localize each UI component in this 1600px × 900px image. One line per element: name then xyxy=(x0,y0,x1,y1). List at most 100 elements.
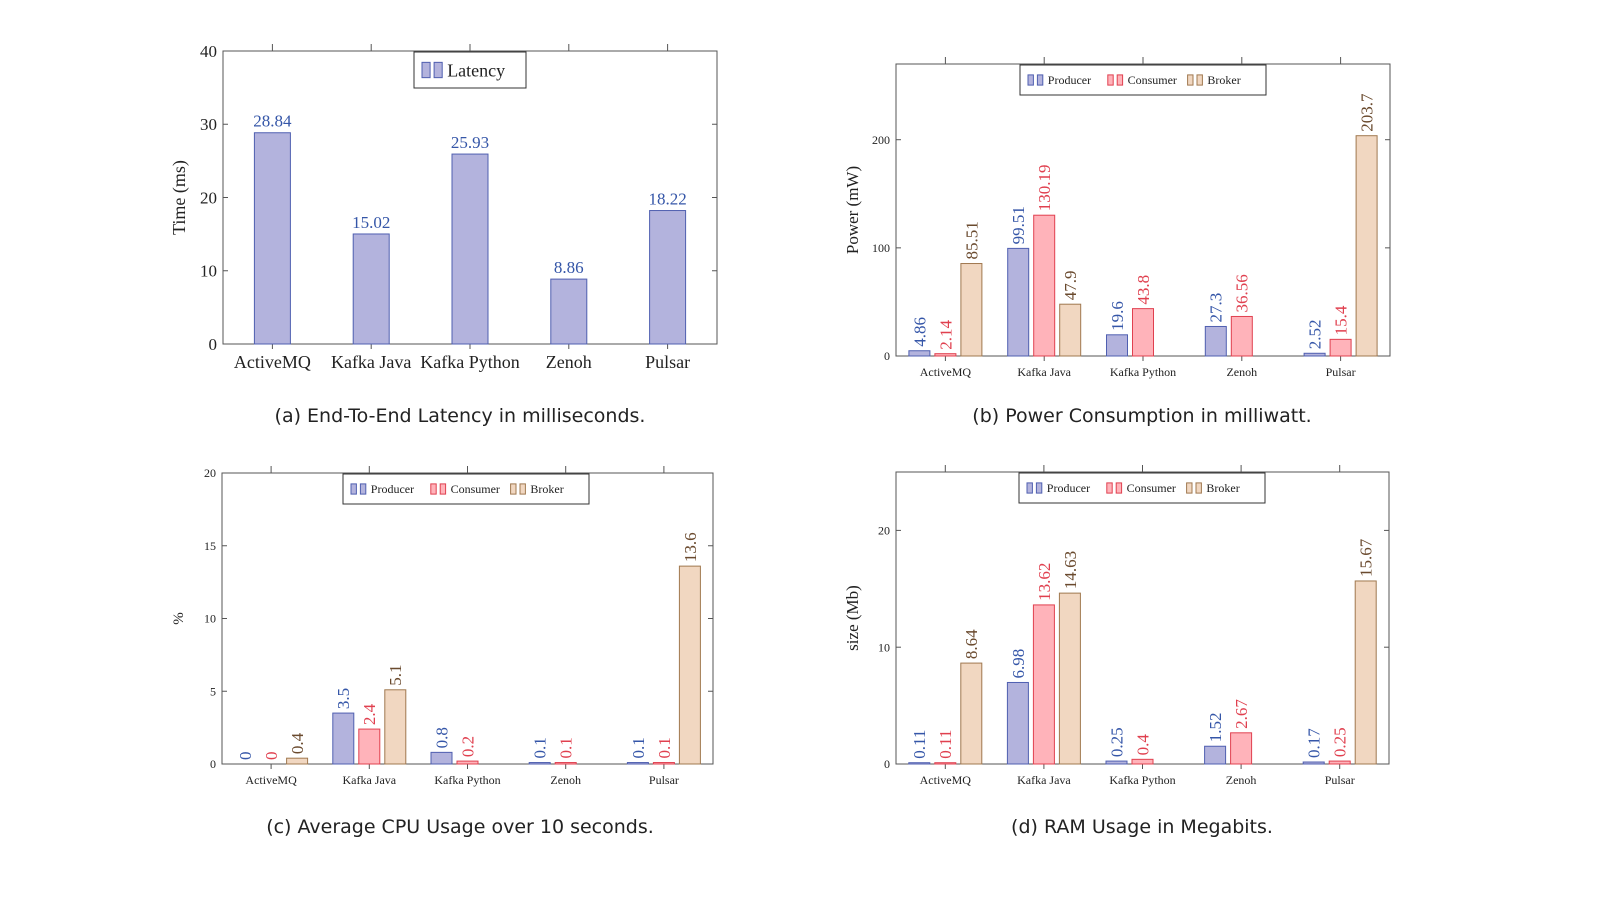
y-tick-label: 200 xyxy=(872,133,890,147)
bar-consumer xyxy=(1032,604,1055,765)
bar-producer xyxy=(332,712,355,765)
data-label: 13.6 xyxy=(681,532,700,562)
bar-producer xyxy=(908,762,931,765)
legend-label: Latency xyxy=(447,60,505,80)
y-axis-label: size (Mb) xyxy=(843,585,862,651)
data-label: 27.3 xyxy=(1207,293,1226,323)
legend-swatch xyxy=(433,61,443,79)
legend-box xyxy=(342,473,590,505)
data-label: 0.4 xyxy=(288,732,307,754)
x-tick-label: Zenoh xyxy=(546,352,592,372)
data-label: 15.4 xyxy=(1332,305,1351,335)
data-label: 2.14 xyxy=(936,319,955,349)
y-tick-label: 20 xyxy=(878,524,890,538)
bar-broker xyxy=(1354,580,1377,765)
data-label: 0.8 xyxy=(432,727,451,748)
data-label: 4.86 xyxy=(910,317,929,347)
legend-swatch xyxy=(1195,482,1202,494)
data-label: 0.1 xyxy=(557,737,576,758)
data-label: 0.1 xyxy=(629,737,648,758)
bar-producer xyxy=(1204,325,1227,357)
data-label: 28.84 xyxy=(253,112,292,131)
bar-consumer xyxy=(934,353,957,357)
data-label: 2.4 xyxy=(360,703,379,725)
legend-swatch xyxy=(1115,482,1123,494)
legend-swatch xyxy=(519,483,526,495)
y-tick-label: 0 xyxy=(884,349,890,363)
bar-consumer xyxy=(1033,214,1056,357)
chart-cpu: 0 5 10 15 20 ActiveMQ Kafka Java Kafka Python Ze… xyxy=(171,466,714,787)
legend-label: Consumer xyxy=(451,482,500,496)
legend-swatch xyxy=(1107,74,1114,86)
data-label: 0.11 xyxy=(936,730,955,759)
data-label: 203.7 xyxy=(1358,93,1377,132)
x-tick-label: Kafka Java xyxy=(1017,773,1071,787)
bar-latency xyxy=(649,210,687,345)
bar-producer xyxy=(1106,334,1128,357)
data-label: 2.52 xyxy=(1306,320,1325,350)
x-tick-label: Kafka Python xyxy=(1110,365,1176,379)
bar-producer xyxy=(1006,681,1029,765)
y-tick-label: 0 xyxy=(209,335,218,354)
legend-swatch xyxy=(1106,482,1113,494)
y-tick-label: 30 xyxy=(200,115,217,134)
data-label: 0.2 xyxy=(458,736,477,757)
legend-swatch xyxy=(430,483,437,495)
bar-consumer xyxy=(554,762,577,765)
bar-producer xyxy=(908,350,931,357)
legend-swatch xyxy=(1187,74,1194,86)
data-label: 0.25 xyxy=(1331,727,1350,757)
data-label: 47.9 xyxy=(1061,270,1080,300)
bar-producer xyxy=(1302,761,1325,765)
x-tick-label: ActiveMQ xyxy=(920,773,972,787)
bar-consumer xyxy=(1328,760,1351,765)
legend-box xyxy=(1019,64,1267,96)
x-tick-label: Pulsar xyxy=(1325,773,1355,787)
legend-swatch xyxy=(1036,74,1044,86)
data-label: 0.25 xyxy=(1107,727,1126,757)
x-tick-label: Pulsar xyxy=(1326,365,1356,379)
data-label: 36.56 xyxy=(1233,274,1252,312)
chart-power: 0 100 200 ActiveMQ Kafka Java Kafka Python Zen… xyxy=(843,57,1391,379)
data-label: 99.51 xyxy=(1009,206,1028,244)
bar-broker xyxy=(960,263,983,357)
data-label: 18.22 xyxy=(648,190,686,209)
bar-consumer xyxy=(1230,732,1253,765)
y-tick-label: 40 xyxy=(200,42,217,61)
data-label: 3.5 xyxy=(334,688,353,709)
data-label: 0 xyxy=(236,752,255,761)
y-tick-label: 15 xyxy=(204,539,216,553)
legend-label: Broker xyxy=(530,482,563,496)
legend-label: Broker xyxy=(1206,481,1239,495)
x-tick-label: Zenoh xyxy=(1226,773,1257,787)
x-tick-label: Zenoh xyxy=(550,773,581,787)
legend-box xyxy=(1018,472,1266,504)
y-tick-label: 20 xyxy=(204,466,216,480)
x-tick-label: Kafka Java xyxy=(331,352,411,372)
legend-swatch xyxy=(421,61,431,79)
y-tick-label: 10 xyxy=(878,640,890,654)
data-label: 25.93 xyxy=(451,133,489,152)
legend-swatch xyxy=(510,483,517,495)
data-label: 1.52 xyxy=(1206,712,1225,742)
x-tick-label: ActiveMQ xyxy=(234,352,311,372)
x-tick-label: Pulsar xyxy=(645,352,690,372)
data-label: 0.11 xyxy=(910,730,929,759)
bar-broker xyxy=(960,662,983,765)
data-label: 8.86 xyxy=(554,258,584,277)
legend-label: Consumer xyxy=(1127,481,1176,495)
data-label: 0.4 xyxy=(1133,734,1152,756)
data-label: 130.19 xyxy=(1035,164,1054,211)
caption-latency: (a) End-To-End Latency in milliseconds. xyxy=(274,405,646,427)
bar-consumer xyxy=(358,728,381,765)
chart-ram: 0 10 20 ActiveMQ Kafka Java Kafka Python Zenoh… xyxy=(843,465,1390,787)
legend-swatch xyxy=(439,483,447,495)
bar-broker xyxy=(1059,303,1082,357)
legend-swatch xyxy=(1026,482,1033,494)
legend-label: Producer xyxy=(1048,73,1091,87)
caption-cpu: (c) Average CPU Usage over 10 seconds. xyxy=(266,816,654,838)
data-label: 5.1 xyxy=(386,665,405,686)
y-axis-label: Power (mW) xyxy=(843,166,862,254)
bar-consumer xyxy=(1230,315,1253,357)
